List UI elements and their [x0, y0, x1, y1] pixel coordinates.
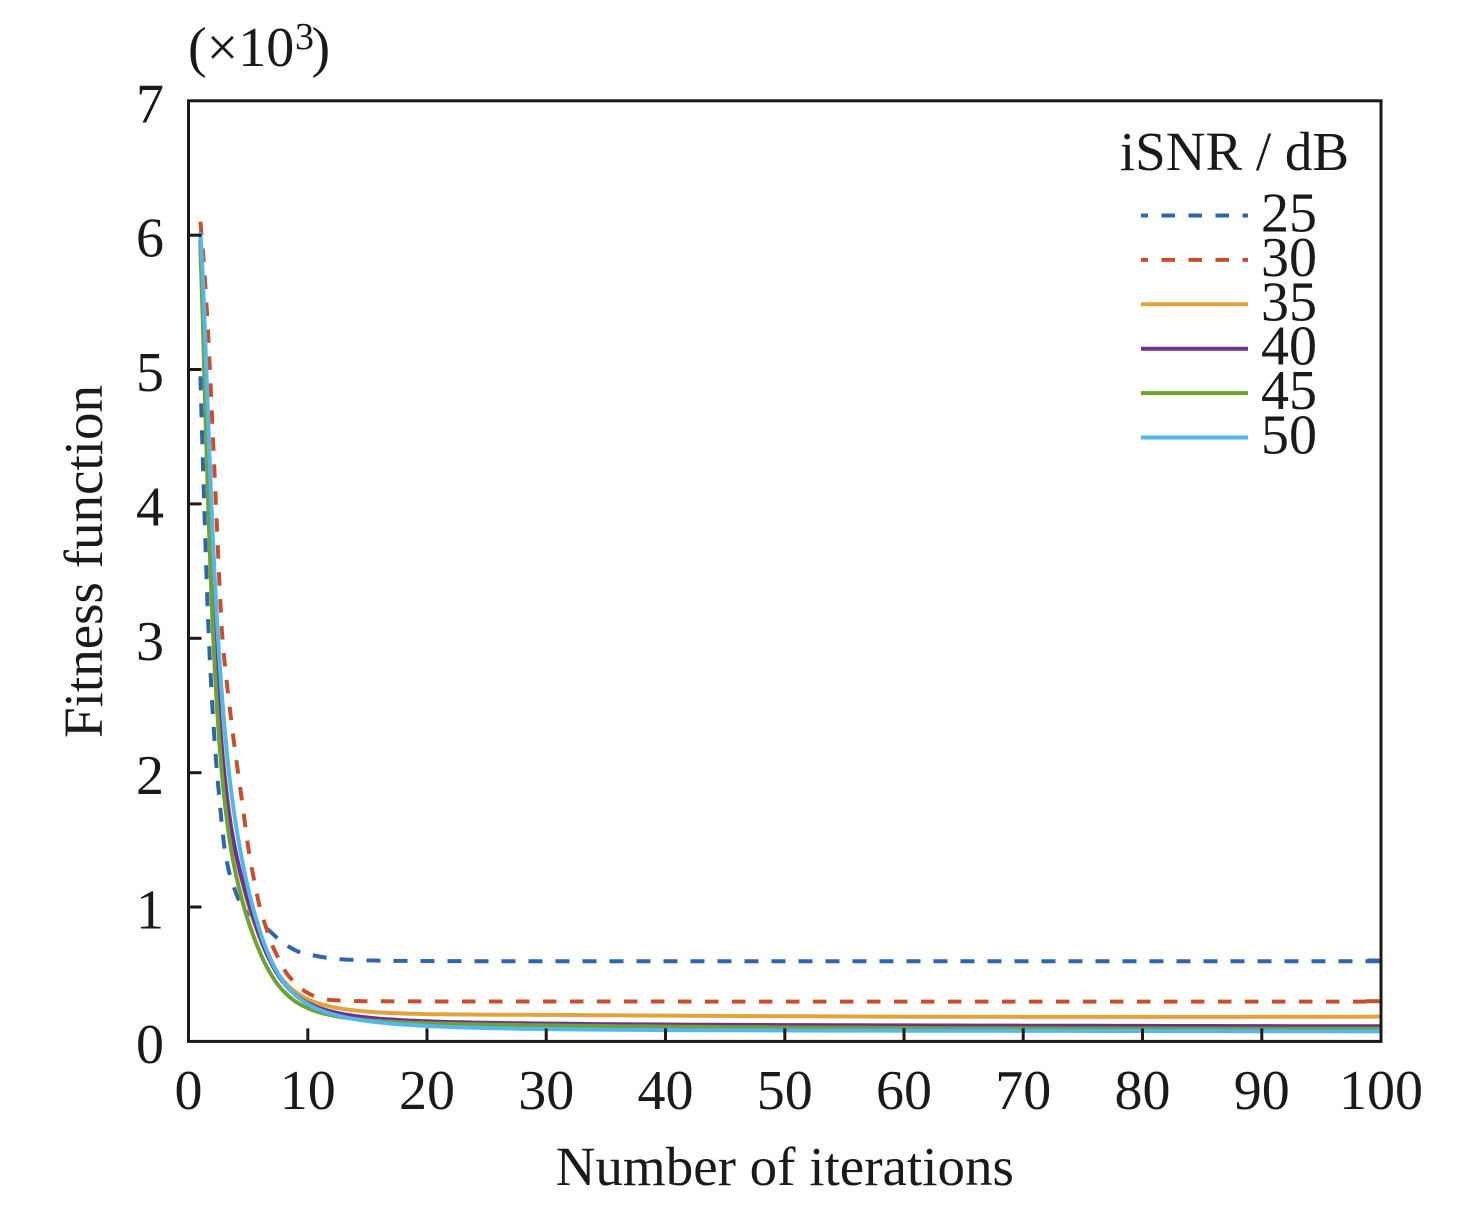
svg-text:20: 20: [399, 1060, 455, 1122]
svg-text:50: 50: [757, 1060, 813, 1122]
svg-text:50: 50: [1261, 405, 1317, 467]
svg-text:4: 4: [136, 476, 164, 538]
svg-text:3: 3: [295, 16, 314, 58]
svg-text:40: 40: [1261, 316, 1317, 378]
svg-text:30: 30: [1261, 227, 1317, 289]
svg-text:0: 0: [175, 1060, 203, 1122]
svg-text:7: 7: [136, 73, 164, 135]
svg-text:0: 0: [136, 1014, 164, 1076]
svg-text:1: 1: [136, 880, 164, 942]
svg-text:30: 30: [518, 1060, 574, 1122]
svg-text:90: 90: [1234, 1060, 1290, 1122]
svg-text:45: 45: [1261, 360, 1317, 422]
svg-text:6: 6: [136, 208, 164, 270]
svg-text:10: 10: [280, 1060, 336, 1122]
svg-text:Fitness function: Fitness function: [53, 385, 114, 738]
svg-text:70: 70: [995, 1060, 1051, 1122]
svg-text:): ): [312, 17, 331, 79]
svg-text:2: 2: [136, 745, 164, 807]
svg-text:80: 80: [1115, 1060, 1171, 1122]
svg-text:60: 60: [876, 1060, 932, 1122]
svg-text:iSNR / dB: iSNR / dB: [1120, 121, 1349, 182]
svg-text:25: 25: [1261, 183, 1317, 245]
svg-text:Number of iterations: Number of iterations: [556, 1136, 1014, 1197]
svg-text:5: 5: [136, 342, 164, 404]
svg-text:35: 35: [1261, 271, 1317, 333]
svg-text:(×10: (×10: [188, 17, 294, 79]
svg-text:100: 100: [1339, 1060, 1423, 1122]
svg-text:3: 3: [136, 611, 164, 673]
svg-text:40: 40: [638, 1060, 694, 1122]
